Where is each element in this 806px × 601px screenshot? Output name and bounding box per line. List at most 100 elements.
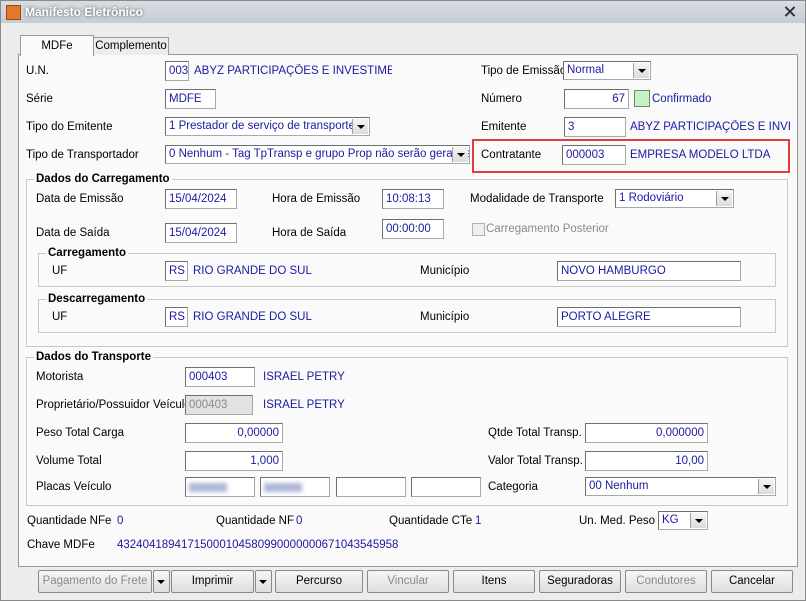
- text-input[interactable]: 10:08:13: [382, 189, 444, 209]
- label: UF: [52, 265, 68, 277]
- button[interactable]: Cancelar: [711, 570, 793, 593]
- text-input[interactable]: 15/04/2024: [165, 189, 237, 209]
- window-icon: [6, 5, 21, 20]
- dropdown-arrow: [255, 572, 270, 591]
- dropdown[interactable]: 00 Nenhum: [585, 477, 776, 496]
- label: Quantidade NF: [216, 515, 294, 527]
- dropdown-value: 0 Nenhum - Tag TpTransp e grupo Prop não…: [169, 148, 470, 160]
- label: Proprietário/Possuidor Veículo: [36, 399, 191, 411]
- text-input[interactable]: 15/04/2024: [165, 223, 237, 243]
- window-title: Manifesto Eletrônico: [25, 5, 144, 19]
- highlight-box: [472, 139, 790, 173]
- dropdown[interactable]: 0 Nenhum - Tag TpTransp e grupo Prop não…: [165, 145, 470, 164]
- label: Data de Emissão: [36, 193, 124, 205]
- dropdown-value: 1 Rodoviário: [619, 192, 684, 204]
- text-input[interactable]: 000003: [562, 145, 626, 165]
- text-input[interactable]: 10,00: [585, 451, 708, 471]
- button[interactable]: Pagamento do Frete: [38, 570, 152, 593]
- dropdown[interactable]: 1 Prestador de serviço de transporte: [165, 117, 370, 136]
- label: Série: [26, 93, 53, 105]
- label: Carregamento Posterior: [486, 223, 609, 235]
- tab[interactable]: MDFe: [20, 35, 94, 56]
- text-input[interactable]: 003: [165, 61, 189, 81]
- text-input[interactable]: PORTO ALEGRE: [557, 307, 741, 327]
- text-input[interactable]: 1,000: [185, 451, 283, 471]
- group-frame: [38, 253, 776, 287]
- label: ABYZ PARTICIPAÇÕES E INVESTIMENTOS: [194, 65, 392, 77]
- text-input[interactable]: 000403: [185, 395, 253, 415]
- group-frame: [26, 357, 788, 506]
- dropdown-value: 00 Nenhum: [589, 480, 649, 492]
- dropdown-arrow[interactable]: [633, 63, 649, 78]
- label: Placas Veículo: [36, 481, 112, 493]
- dropdown[interactable]: 1 Rodoviário: [615, 189, 734, 208]
- dropdown-arrow[interactable]: [690, 513, 706, 528]
- dropdown[interactable]: KG: [658, 511, 708, 530]
- label: Volume Total: [36, 455, 102, 467]
- label: Descarregamento: [46, 292, 148, 306]
- button[interactable]: Vincular: [367, 570, 449, 593]
- button[interactable]: Percurso: [275, 570, 363, 593]
- label: RIO GRANDE DO SUL: [193, 311, 312, 323]
- dropdown-button[interactable]: [153, 570, 170, 593]
- label: 1: [475, 515, 482, 527]
- text-input[interactable]: MDFE: [165, 89, 216, 109]
- text-input[interactable]: [260, 477, 330, 497]
- label: Carregamento: [46, 246, 128, 260]
- label: ISRAEL PETRY: [263, 399, 345, 411]
- text-input[interactable]: RS: [165, 307, 188, 327]
- text-input[interactable]: [185, 477, 255, 497]
- text-input[interactable]: NOVO HAMBURGO: [557, 261, 741, 281]
- dropdown-arrow[interactable]: [758, 479, 774, 494]
- label: 0: [296, 515, 303, 527]
- checkbox[interactable]: [472, 223, 485, 236]
- button[interactable]: Condutores: [625, 570, 707, 593]
- text-input[interactable]: 67: [564, 89, 629, 109]
- label: Tipo de Emissão: [481, 65, 567, 77]
- title-bar: Manifesto Eletrônico: [1, 1, 805, 23]
- dropdown-arrow[interactable]: [716, 191, 732, 206]
- dropdown[interactable]: Normal: [563, 61, 651, 80]
- label: UF: [52, 311, 68, 323]
- label: Hora de Saída: [272, 227, 347, 239]
- dropdown-arrow[interactable]: [352, 119, 368, 134]
- text-input[interactable]: 3: [564, 117, 626, 137]
- label: Un. Med. Peso: [579, 515, 656, 527]
- label: Motorista: [36, 371, 84, 383]
- text-input[interactable]: 0,00000: [185, 423, 283, 443]
- close-button[interactable]: [781, 4, 799, 19]
- label: EMPRESA MODELO LTDA: [630, 149, 771, 161]
- label: ABYZ PARTICIPAÇÕES E INVEST: [630, 121, 790, 133]
- label: Quantidade CTe: [389, 515, 473, 527]
- text-input[interactable]: RS: [165, 261, 188, 281]
- label: Qtde Total Transp.: [488, 427, 582, 439]
- dropdown-arrow: [153, 572, 168, 591]
- label: Número: [481, 93, 522, 105]
- label: Tipo do Emitente: [26, 121, 113, 133]
- tab[interactable]: Complemento: [93, 37, 169, 55]
- text-input[interactable]: 000403: [185, 367, 255, 387]
- group-frame: [26, 179, 788, 347]
- text-input[interactable]: 0,000000: [585, 423, 708, 443]
- button[interactable]: Imprimir: [171, 570, 254, 593]
- text-input[interactable]: [336, 477, 406, 497]
- label: U.N.: [26, 65, 49, 77]
- button[interactable]: Seguradoras: [539, 570, 621, 593]
- label: Dados do Carregamento: [34, 172, 172, 186]
- label: Município: [420, 265, 470, 277]
- dropdown-arrow[interactable]: [452, 147, 468, 162]
- label: Tipo de Transportador: [26, 149, 139, 161]
- text-input[interactable]: 00:00:00: [382, 219, 444, 239]
- label: Data de Saída: [36, 227, 110, 239]
- button[interactable]: Itens: [453, 570, 535, 593]
- label: Quantidade NFe: [27, 515, 112, 527]
- label: Peso Total Carga: [36, 427, 125, 439]
- label: Município: [420, 311, 470, 323]
- label: Confirmado: [652, 93, 712, 105]
- status-indicator: [634, 90, 650, 107]
- text-input[interactable]: [411, 477, 481, 497]
- dropdown-button[interactable]: [255, 570, 272, 593]
- label: Dados do Transporte: [34, 350, 154, 364]
- label: Emitente: [481, 121, 527, 133]
